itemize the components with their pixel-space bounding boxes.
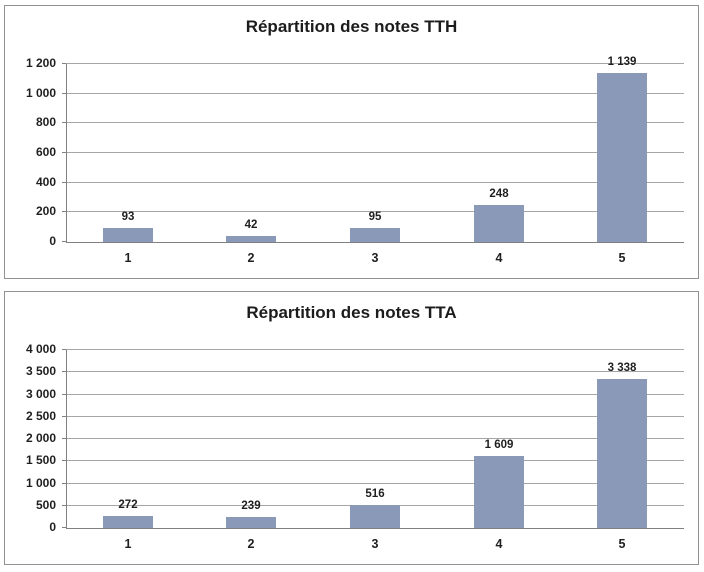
y-axis-tick-label: 3 500 xyxy=(25,364,56,379)
bar-value-label: 239 xyxy=(241,500,261,512)
y-axis-tick-label: 1 000 xyxy=(25,475,56,490)
y-axis-tick xyxy=(62,211,66,213)
x-axis-category-label: 3 xyxy=(371,537,379,551)
gridline xyxy=(66,415,684,417)
gridline xyxy=(66,482,684,484)
y-axis-tick-label: 1 000 xyxy=(25,85,56,100)
bar-value-label: 3 338 xyxy=(607,362,637,374)
gridline xyxy=(66,393,684,395)
bar-note-3[interactable] xyxy=(350,505,400,528)
x-axis-category-label: 3 xyxy=(371,251,379,265)
y-axis-tick-label: 0 xyxy=(49,234,56,248)
y-axis-tick-label: 500 xyxy=(35,497,56,512)
bar-value-label: 95 xyxy=(368,211,382,223)
gridline xyxy=(66,371,684,373)
plot-area: 0 200 400 600 800 1 000 1 200 93 1 42 2 95 3 248 4 1 13… xyxy=(5,6,698,278)
y-axis-tick-label: 1 200 xyxy=(25,56,56,70)
y-axis-tick-label: 200 xyxy=(35,204,56,219)
bar-note-2[interactable] xyxy=(226,236,276,242)
y-axis-tick-label: 800 xyxy=(35,115,56,130)
y-axis-tick xyxy=(62,122,66,124)
bar-note-5[interactable] xyxy=(597,73,647,242)
bar-note-2[interactable] xyxy=(226,517,276,528)
bar-note-4[interactable] xyxy=(474,205,524,242)
x-axis-category-label: 1 xyxy=(124,251,132,265)
y-axis-tick xyxy=(62,152,66,153)
gridline xyxy=(66,63,684,64)
x-axis-line xyxy=(66,242,684,243)
x-axis-line xyxy=(66,528,684,529)
y-axis-tick xyxy=(62,415,66,417)
y-axis-tick-label: 4 000 xyxy=(25,342,56,356)
y-axis-tick xyxy=(62,393,66,395)
y-axis-tick xyxy=(62,92,66,94)
bar-note-1[interactable] xyxy=(103,516,153,528)
gridline xyxy=(66,460,684,462)
y-axis-tick xyxy=(62,482,66,484)
y-axis-tick xyxy=(62,349,66,350)
x-axis-category-label: 4 xyxy=(495,251,503,265)
bar-value-label: 1 139 xyxy=(607,56,637,68)
y-axis-tick-label: 1 500 xyxy=(25,453,56,468)
y-axis-tick xyxy=(62,63,66,64)
y-axis-tick xyxy=(62,438,66,439)
chart-title: Répartition des notes TTH xyxy=(245,17,458,36)
bar-value-label: 248 xyxy=(489,188,509,200)
y-axis-tick-label: 400 xyxy=(35,174,56,189)
chart-title: Répartition des notes TTA xyxy=(246,303,457,322)
gridline xyxy=(66,211,684,213)
y-axis-tick xyxy=(62,460,66,462)
gridline xyxy=(66,152,684,153)
bar-value-label: 272 xyxy=(118,499,138,511)
bar-note-1[interactable] xyxy=(103,228,153,242)
y-axis-tick xyxy=(62,504,66,506)
y-axis-tick xyxy=(62,241,66,242)
y-axis-tick-label: 600 xyxy=(35,145,56,159)
bar-value-label: 42 xyxy=(244,219,258,231)
y-axis-tick xyxy=(62,181,66,183)
x-axis-category-label: 2 xyxy=(247,251,255,265)
bar-value-label: 516 xyxy=(365,488,385,500)
x-axis-category-label: 5 xyxy=(618,251,626,265)
y-axis-tick xyxy=(62,371,66,373)
bar-value-label: 1 609 xyxy=(484,439,514,451)
y-axis-tick-label: 2 500 xyxy=(25,408,56,423)
bar-note-5[interactable] xyxy=(597,379,647,528)
gridline xyxy=(66,181,684,183)
plot-area: 0 500 1 000 1 500 2 000 2 500 3 000 3 500 4 000 2… xyxy=(5,292,698,564)
y-axis-tick-label: 2 000 xyxy=(25,431,56,445)
y-axis-line xyxy=(66,64,67,242)
bar-note-4[interactable] xyxy=(474,456,524,528)
x-axis-category-label: 2 xyxy=(247,537,255,551)
y-axis-tick-label: 3 000 xyxy=(25,386,56,401)
chart-panel-tth[interactable]: Répartition des notes TTH 0 200 400 600 800 1… xyxy=(4,5,699,279)
gridline xyxy=(66,92,684,94)
gridline xyxy=(66,122,684,124)
y-axis-line xyxy=(66,350,67,528)
gridline xyxy=(66,438,684,439)
chart-panel-tta[interactable]: Répartition des notes TTA 0 500 1 000 1 500… xyxy=(4,291,699,565)
x-axis-category-label: 1 xyxy=(124,537,132,551)
y-axis-tick xyxy=(62,527,66,528)
bar-note-3[interactable] xyxy=(350,228,400,242)
x-axis-category-label: 4 xyxy=(495,537,503,551)
x-axis-category-label: 5 xyxy=(618,537,626,551)
gridline xyxy=(66,349,684,350)
y-axis-tick-label: 0 xyxy=(49,520,56,534)
bar-value-label: 93 xyxy=(121,211,135,223)
